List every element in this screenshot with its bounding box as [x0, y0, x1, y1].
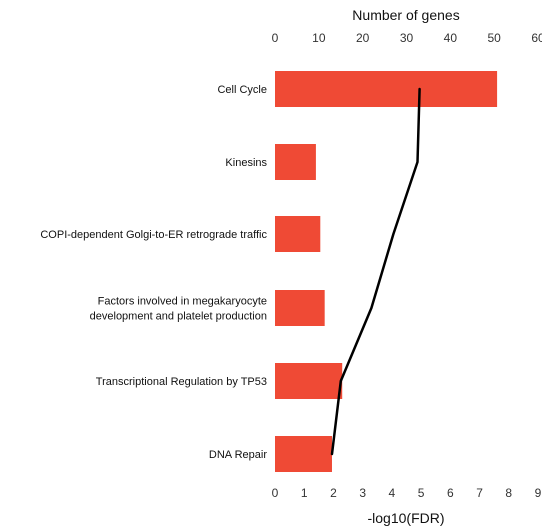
- category-label-2: COPI-dependent Golgi-to-ER retrograde tr…: [40, 229, 267, 241]
- bottom-tick-label-6: 6: [447, 486, 454, 500]
- bottom-tick-label-7: 7: [476, 486, 483, 500]
- top-axis-title: Number of genes: [352, 7, 459, 23]
- bottom-tick-label-0: 0: [272, 486, 279, 500]
- bars-layer: [275, 71, 498, 472]
- bottom-tick-label-2: 2: [330, 486, 337, 500]
- category-label-5: DNA Repair: [209, 449, 267, 461]
- category-label-3: Factors involved in megakaryocyte develop…: [90, 296, 267, 323]
- top-tick-label-5: 50: [487, 31, 501, 45]
- bottom-tick-label-3: 3: [359, 486, 366, 500]
- category-label-4: Transcriptional Regulation by TP53: [96, 376, 267, 388]
- top-tick-label-1: 10: [312, 31, 326, 45]
- bar-2: [275, 216, 321, 252]
- category-labels: Cell Cycle Kinesins COPI-dependent Golgi-t…: [40, 84, 267, 461]
- line-layer: [330, 87, 421, 456]
- top-tick-label-4: 40: [444, 31, 458, 45]
- top-tick-label-2: 20: [356, 31, 370, 45]
- top-tick-label-0: 0: [272, 31, 279, 45]
- bar-0: [275, 71, 498, 107]
- top-tick-label-6: 60: [531, 31, 542, 45]
- bottom-axis-title: -log10(FDR): [367, 510, 444, 526]
- bottom-tick-label-1: 1: [301, 486, 308, 500]
- gene-count-line: [330, 87, 421, 456]
- bottom-tick-label-5: 5: [418, 486, 425, 500]
- bottom-axis: -log10(FDR) 0 1 2 3 4 5 6 7 8 9: [272, 486, 542, 526]
- category-label-1: Kinesins: [225, 157, 267, 169]
- category-label-0: Cell Cycle: [217, 84, 267, 96]
- bottom-tick-label-9: 9: [535, 486, 542, 500]
- bar-3: [275, 290, 325, 326]
- bar-1: [275, 144, 316, 180]
- top-axis: Number of genes 0 10 20 30 40 50 60: [272, 7, 542, 45]
- top-tick-label-3: 30: [400, 31, 414, 45]
- bottom-tick-label-8: 8: [505, 486, 512, 500]
- bottom-tick-label-4: 4: [389, 486, 396, 500]
- bar-5: [275, 436, 332, 472]
- bar-4: [275, 363, 343, 399]
